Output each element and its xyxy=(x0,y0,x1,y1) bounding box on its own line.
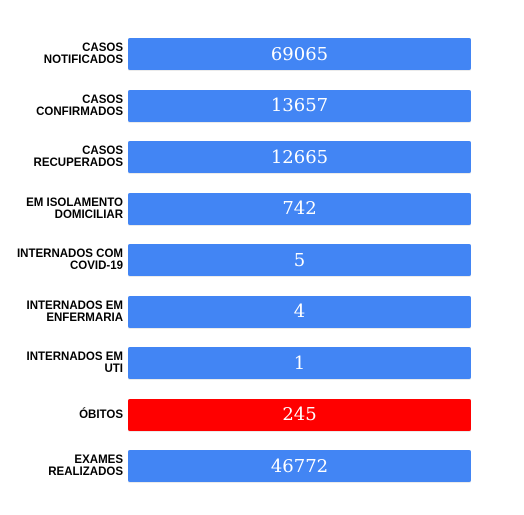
stat-value: 5 xyxy=(293,249,306,271)
stat-row-casos-recuperados: CASOS RECUPERADOS 12665 xyxy=(0,140,524,174)
stat-bar: 245 xyxy=(128,398,471,431)
stat-row-exames-realizados: EXAMES REALIZADOS 46772 xyxy=(0,449,524,483)
stat-value: 245 xyxy=(282,404,317,425)
stat-value: 1 xyxy=(293,352,306,374)
stat-value: 13657 xyxy=(270,95,329,116)
stat-row-isolamento-domiciliar: EM ISOLAMENTO DOMICILIAR 742 xyxy=(0,192,524,226)
stat-value: 12665 xyxy=(270,146,329,168)
stat-label: INTERNADOS EM ENFERMARIA xyxy=(26,299,123,324)
stat-row-casos-confirmados: CASOS CONFIRMADOS 13657 xyxy=(0,89,524,123)
stat-bar: 12665 xyxy=(128,141,471,173)
covid-stats-panel: CASOS NOTIFICADOS 69065 CASOS CONFIRMADO… xyxy=(0,37,524,501)
stat-row-obitos: ÓBITOS 245 xyxy=(0,398,524,432)
stat-bar: 46772 xyxy=(128,450,471,482)
stat-label: EXAMES REALIZADOS xyxy=(48,454,123,478)
stat-bar: 742 xyxy=(128,192,471,225)
stat-value: 69065 xyxy=(270,43,329,65)
stat-label: INTERNADOS COM COVID-19 xyxy=(16,248,123,272)
stat-label: INTERNADOS EM UTI xyxy=(26,351,123,375)
stat-row-internados-uti: INTERNADOS EM UTI 1 xyxy=(0,346,524,380)
stat-value: 46772 xyxy=(270,455,329,477)
stat-row-internados-covid: INTERNADOS COM COVID-19 5 xyxy=(0,243,524,277)
stat-value: 4 xyxy=(293,301,306,322)
stat-row-casos-notificados: CASOS NOTIFICADOS 69065 xyxy=(0,37,524,71)
stat-row-internados-enfermaria: INTERNADOS EM ENFERMARIA 4 xyxy=(0,295,524,329)
stat-bar: 1 xyxy=(128,347,471,379)
stat-bar: 5 xyxy=(128,244,471,276)
stat-label: EM ISOLAMENTO DOMICILIAR xyxy=(26,196,123,221)
stat-bar: 69065 xyxy=(128,38,471,70)
stat-bar: 13657 xyxy=(128,89,471,122)
stat-label: CASOS NOTIFICADOS xyxy=(43,42,123,66)
stat-label: CASOS CONFIRMADOS xyxy=(36,93,123,118)
stat-value: 742 xyxy=(282,198,317,219)
stat-label: CASOS RECUPERADOS xyxy=(33,145,123,169)
stat-bar: 4 xyxy=(128,295,471,328)
stat-label: ÓBITOS xyxy=(79,408,123,421)
